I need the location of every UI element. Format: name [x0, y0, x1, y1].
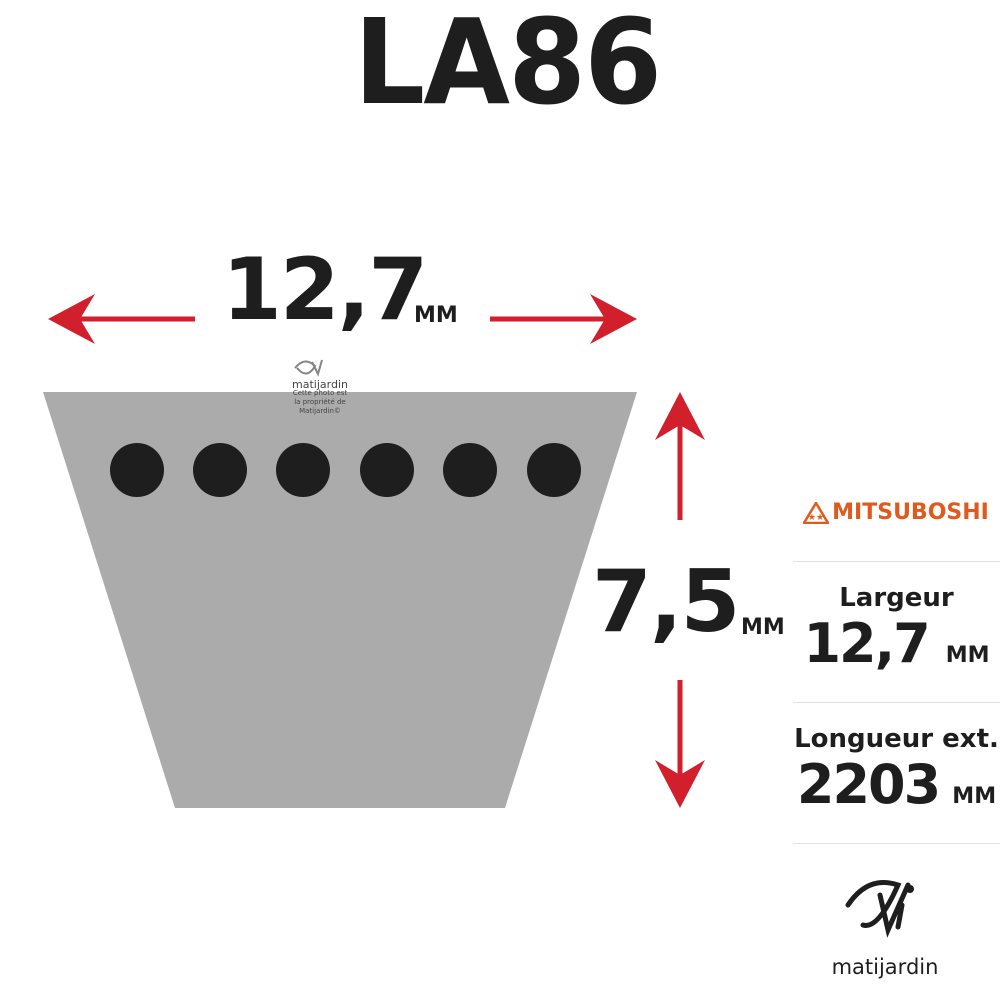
spec-unit: MM — [952, 784, 997, 809]
cord — [110, 443, 164, 497]
mitsuboshi-triangle-icon: ★★ — [803, 501, 830, 524]
arrow-right-head-icon — [590, 294, 637, 344]
belt-cross-section — [43, 392, 637, 808]
watermark-logo-icon — [294, 359, 323, 377]
arrow-left-head-icon — [48, 294, 95, 344]
spec-value: 12,7 — [803, 612, 930, 675]
product-title: LA86 — [353, 0, 662, 131]
watermark-brand: matijardin — [292, 378, 348, 391]
cord — [276, 443, 330, 497]
spec-value-row: 12,7 MM — [793, 612, 1000, 675]
brand-name: MITSUBOSHI — [832, 500, 989, 525]
height-unit: MM — [741, 615, 785, 640]
watermark-note: Cette photo est la propriété de Matijard… — [292, 389, 348, 415]
divider — [793, 702, 1000, 703]
svg-text:★★: ★★ — [808, 513, 824, 523]
logo-text: matijardin — [831, 955, 939, 979]
cord — [360, 443, 414, 497]
width-unit: MM — [414, 303, 458, 328]
spec-value: 2203 — [796, 753, 941, 816]
arrow-down-head-icon — [655, 760, 705, 808]
matijardin-logo-icon — [845, 880, 914, 938]
divider — [793, 843, 1000, 844]
spec-unit: MM — [945, 643, 990, 668]
cord — [527, 443, 581, 497]
spec-label: Largeur — [839, 583, 954, 613]
brand-logo: ★★ MITSUBOSHI — [796, 500, 996, 525]
width-value: 12,7 — [222, 240, 428, 340]
belt-cords — [110, 443, 581, 497]
spec-value-row: 2203 MM — [793, 753, 1000, 816]
cord — [443, 443, 497, 497]
spec-label: Longueur ext. — [794, 724, 999, 754]
height-value: 7,5 — [592, 552, 740, 652]
watermark: matijardin Cette photo est la propriété … — [270, 378, 370, 416]
cord — [193, 443, 247, 497]
dimension-arrows — [48, 294, 705, 808]
arrow-up-head-icon — [655, 392, 705, 440]
divider — [793, 561, 1000, 562]
